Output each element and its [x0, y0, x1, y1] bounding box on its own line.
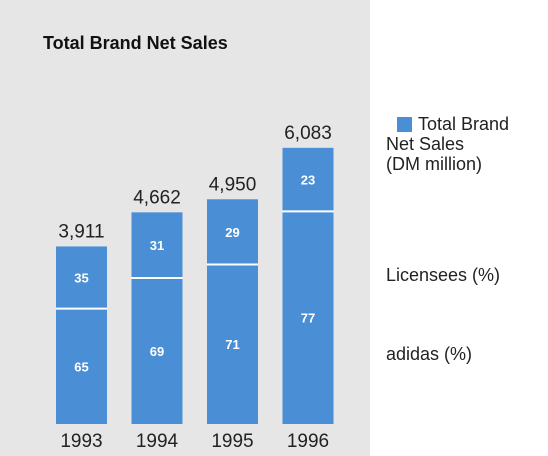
total-label-1994: 4,662 [133, 187, 181, 208]
x-tick-label-1995: 1995 [211, 431, 253, 452]
x-tick-label-1993: 1993 [60, 431, 102, 452]
data-label-licensees-1995: 29 [225, 225, 239, 240]
legend-total-brand-net-sales: Total Brand Net Sales (DM million) [386, 114, 509, 174]
bar-licensees-1993 [56, 246, 107, 309]
legend-total-line3: (DM million) [386, 154, 482, 174]
total-label-1996: 6,083 [284, 123, 332, 144]
legend-licensees: Licensees (%) [386, 265, 501, 285]
total-label-1995: 4,950 [209, 174, 257, 195]
chart-title: Total Brand Net Sales [43, 33, 228, 53]
legend-adidas: adidas (%) [386, 344, 473, 364]
bar-licensees-1996 [282, 147, 334, 212]
bar-chart: 35 65 3,911 1993 31 69 4,662 1994 29 71 4,950 1995 2… [56, 123, 334, 452]
bar-adidas-1995 [207, 264, 258, 424]
bar-licensees-1994 [131, 212, 183, 278]
bar-adidas-1993 [56, 308, 107, 424]
data-label-adidas-1994: 69 [150, 344, 164, 359]
bar-adidas-1996 [282, 211, 334, 424]
data-label-licensees-1996: 23 [301, 173, 315, 188]
bar-adidas-1994 [131, 277, 183, 424]
legend-swatch-total [397, 117, 412, 132]
legend-total-line2: Net Sales [386, 134, 465, 154]
bar-licensees-1995 [207, 199, 258, 265]
legend-total-line1: Total Brand [418, 114, 510, 134]
data-label-licensees-1994: 31 [150, 238, 164, 253]
data-label-adidas-1993: 65 [74, 359, 88, 374]
total-label-1993: 3,911 [58, 221, 104, 242]
data-label-adidas-1996: 77 [301, 311, 315, 326]
data-label-adidas-1995: 71 [225, 337, 239, 352]
x-tick-label-1996: 1996 [287, 431, 329, 452]
x-tick-label-1994: 1994 [136, 431, 179, 452]
data-label-licensees-1993: 35 [74, 271, 88, 286]
